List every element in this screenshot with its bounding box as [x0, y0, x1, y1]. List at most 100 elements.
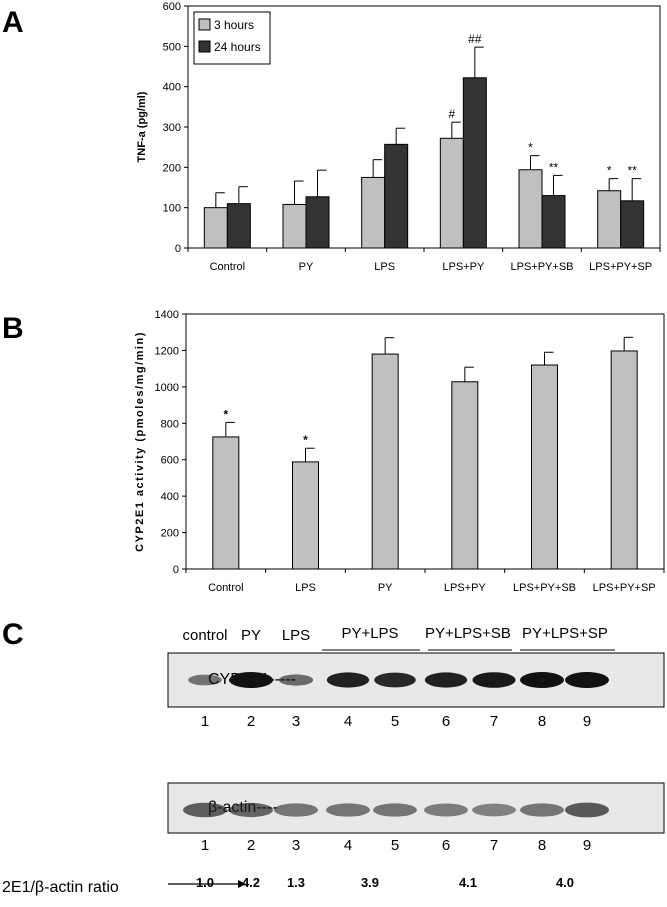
blot-group-label: PY+LPS+SP: [522, 625, 608, 642]
bar: [462, 77, 487, 249]
y-tick-label: 800: [161, 418, 179, 430]
bar: [361, 176, 386, 249]
y-tick-label: 600: [163, 1, 181, 13]
cyp2e1-lane-numbers: 1 2 3 4 5 6 7 8 9: [201, 713, 591, 730]
category-label: LPS: [374, 261, 395, 273]
actin-band: [565, 802, 609, 818]
legend-box: [193, 11, 271, 65]
lane-number: 1: [201, 837, 209, 854]
y-tick-label: 1400: [155, 309, 179, 321]
lane-number: 3: [292, 837, 300, 854]
category-label: LPS+PY: [444, 582, 487, 594]
actin-band: [520, 803, 564, 817]
significance-mark: *: [223, 407, 228, 421]
bar: [282, 203, 307, 249]
lane-number: 2: [247, 713, 255, 730]
y-tick-label: 300: [163, 122, 181, 134]
blot-group-label: PY: [241, 627, 261, 644]
y-tick-label: 400: [163, 82, 181, 94]
actin-band: [229, 802, 273, 818]
bar: [292, 461, 319, 570]
bar: [305, 196, 330, 249]
cyp2e1-band: [424, 672, 468, 688]
category-label: PY: [378, 582, 393, 594]
lane-number: 9: [583, 713, 591, 730]
lane-number: 5: [391, 713, 399, 730]
cyp2e1-band: [565, 672, 609, 688]
lane-number: 6: [442, 713, 450, 730]
actin-band: [373, 803, 417, 817]
western-blot-panel: control PY LPS PY+LPS PY+LPS+SB PY+LPS+S…: [2, 625, 665, 896]
lane-number: 8: [538, 837, 546, 854]
significance-mark: *: [528, 141, 533, 155]
lane-number: 5: [391, 837, 399, 854]
lane-number: 3: [292, 713, 300, 730]
bar: [226, 203, 251, 249]
blot-group-label: PY+LPS+SB: [425, 625, 511, 642]
ratio-value: 1.0: [196, 875, 214, 890]
actin-band: [326, 803, 370, 817]
category-label: LPS+PY+SP: [593, 582, 656, 594]
actin-band: [472, 803, 516, 817]
blot-group-label: LPS: [282, 627, 310, 644]
significance-mark: *: [607, 164, 612, 178]
ratio-value: 3.9: [361, 875, 379, 890]
category-label: Control: [208, 582, 243, 594]
plot-area: [185, 313, 665, 570]
bar: [212, 436, 240, 570]
significance-mark: **: [627, 164, 637, 178]
lane-number: 9: [583, 837, 591, 854]
blot-group-label: control: [182, 627, 227, 644]
y-tick-label: 600: [161, 455, 179, 467]
chart-b-cyp2e1-activity: 0 200 400 600 800 1000 1200 1400 CYP2E1 activity…: [134, 309, 665, 594]
ratio-value: 4.1: [459, 875, 477, 890]
bar: [518, 169, 543, 249]
bar: [439, 137, 464, 249]
lane-number: 4: [344, 837, 352, 854]
bar: [597, 190, 622, 249]
bar: [451, 381, 479, 570]
legend-swatch: [198, 18, 211, 31]
ratio-label: 2E1/β-actin ratio: [2, 879, 119, 896]
cyp2e1-band: [229, 672, 273, 688]
cyp2e1-band: [374, 672, 416, 688]
category-label: LPS+PY+SB: [511, 261, 574, 273]
category-label: LPS+PY+SB: [513, 582, 576, 594]
panel-c-letter: C: [2, 618, 24, 651]
ratio-value: 4.0: [556, 875, 574, 890]
actin-bands: [183, 802, 609, 818]
blot-group-label: PY+LPS: [341, 625, 398, 642]
category-label: Control: [210, 261, 245, 273]
significance-mark: ##: [468, 32, 482, 46]
cyp2e1-band: [520, 672, 564, 688]
y-tick-label: 200: [163, 162, 181, 174]
bar: [371, 353, 399, 570]
cyp2e1-band: [326, 672, 370, 688]
actin-lane-numbers: 1 2 3 4 5 6 7 8 9: [201, 837, 591, 854]
y-tick-label: 1000: [155, 382, 179, 394]
y-tick-label: 500: [163, 41, 181, 53]
legend-label: 3 hours: [214, 18, 254, 32]
bar: [203, 207, 228, 249]
significance-mark: **: [549, 160, 559, 174]
cyp2e1-band: [278, 674, 314, 686]
lane-number: 4: [344, 713, 352, 730]
y-tick-label: 0: [175, 243, 181, 255]
lane-number: 1: [201, 713, 209, 730]
actin-band: [274, 803, 318, 817]
y-tick-label: 400: [161, 491, 179, 503]
y-tick-label: 200: [161, 528, 179, 540]
y-tick-label: 0: [173, 564, 179, 576]
legend-swatch: [198, 40, 211, 53]
arrow-head: [238, 880, 246, 888]
cyp2e1-band: [188, 674, 222, 686]
bar: [541, 195, 566, 249]
significance-mark: *: [303, 433, 308, 447]
bar: [620, 200, 645, 249]
cyp2e1-band: [472, 672, 516, 688]
lane-number: 7: [490, 837, 498, 854]
ratio-value: 1.3: [287, 875, 305, 890]
lane-number: 2: [247, 837, 255, 854]
panel-a-letter: A: [2, 6, 24, 39]
ratio-value: 4.2: [242, 875, 260, 890]
